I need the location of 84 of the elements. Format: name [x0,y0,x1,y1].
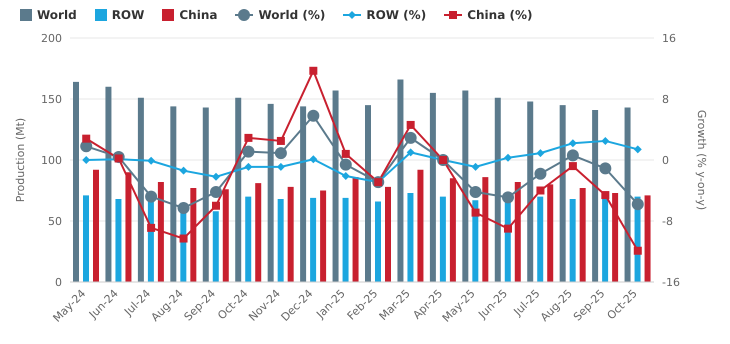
point [244,162,252,171]
bar [407,192,414,282]
point [404,132,417,144]
point [145,190,158,203]
bar [115,199,122,282]
point [180,234,188,243]
legend-label: World [36,8,77,22]
bar [375,201,381,282]
point [244,134,252,142]
point [601,191,610,200]
y2-tick-label: -16 [662,276,680,289]
bar [288,186,294,282]
point [342,150,350,158]
bar [570,199,576,282]
point [82,156,90,164]
point [599,162,612,174]
point [601,136,610,145]
point [276,162,285,171]
point [568,139,577,148]
bar [602,199,608,282]
point [82,134,90,143]
legend-label: ROW (%) [365,8,426,22]
point [634,246,642,255]
point [504,154,512,162]
point [502,191,514,204]
bar [537,196,544,282]
point [210,186,222,198]
y-tick-label: 50 [48,214,62,228]
bar [644,195,651,282]
point [309,155,318,164]
bar [352,177,359,282]
legend-label: China (%) [466,8,532,22]
y2-tick-label: 8 [662,92,669,106]
point [309,66,318,75]
point [632,198,644,210]
y2-tick-label: 0 [662,154,669,167]
point [470,186,482,198]
bar [440,196,446,282]
legend-label: ROW [110,8,144,22]
point [406,148,415,156]
point [212,172,220,181]
point [634,145,642,154]
y-tick-label: 200 [41,32,62,45]
legend-label: China [178,8,218,22]
bar [320,190,326,282]
point [504,224,512,233]
bar [212,211,219,282]
y-tick-label: 0 [55,276,62,289]
point [178,202,190,214]
bar [580,188,586,282]
point [536,186,544,194]
point [180,166,188,175]
y-axis-title: Production (Mt) [14,118,27,202]
bar [342,198,349,282]
point [406,120,415,129]
point [342,172,350,180]
y2-tick-label: -8 [662,214,673,228]
bar [93,170,99,282]
point [147,224,156,232]
y2-tick-label: 16 [662,32,676,45]
bar [385,186,391,282]
point [536,149,544,158]
point [307,110,320,122]
point [242,146,254,158]
point [472,162,480,171]
point [212,202,220,210]
point [566,149,579,162]
legend-label: World (%) [257,8,326,22]
point [472,208,480,217]
y-tick-label: 100 [41,154,62,167]
point [274,147,287,160]
bar [245,196,252,282]
bar [278,199,284,282]
point [534,168,546,180]
point [568,162,577,170]
bar [310,198,316,282]
bar [255,183,262,282]
point [276,136,285,145]
point [340,158,352,171]
bar [83,195,89,282]
point [147,156,156,165]
bar [417,170,424,282]
y-tick-label: 150 [41,92,62,106]
y2-axis-title: Growth (% y-on-y) [695,110,708,210]
